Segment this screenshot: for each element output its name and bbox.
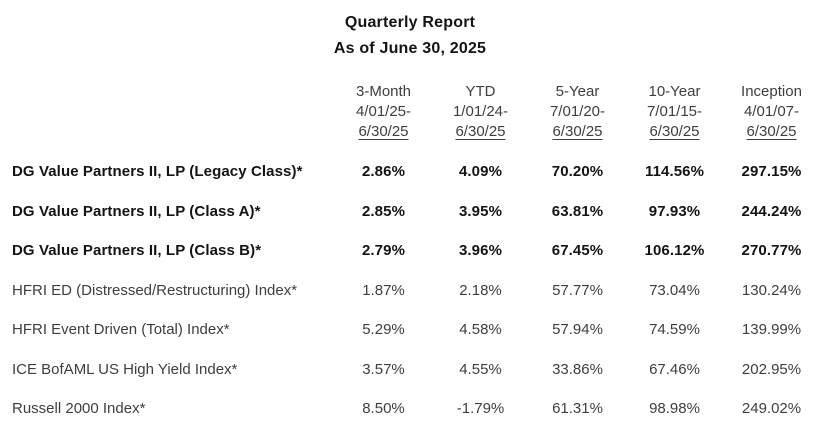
cell-10-year: 98.98% [649, 400, 700, 418]
column-period: 10-Year [648, 83, 701, 100]
cell-3-month: 5.29% [362, 321, 405, 339]
column-header-inception: Inception 4/01/07- 6/30/25 [723, 82, 820, 142]
cell-10-year: 74.59% [649, 321, 700, 339]
cell-10-year: 67.46% [649, 360, 700, 378]
cell-inception: 130.24% [741, 281, 802, 299]
column-header-10-year: 10-Year 7/01/15- 6/30/25 [626, 82, 723, 142]
column-range-end: 6/30/25 [552, 123, 603, 140]
cell-3-month: 2.86% [361, 163, 406, 181]
cell-10-year: 73.04% [649, 281, 700, 299]
row-label: DG Value Partners II, LP (Legacy Class)* [12, 163, 303, 181]
cell-ytd: 4.55% [459, 360, 502, 378]
cell-ytd: 4.09% [458, 163, 503, 181]
column-period: 5-Year [555, 83, 600, 100]
cell-5-year: 67.45% [551, 242, 604, 260]
table-row-hfri-ed-index: HFRI ED (Distressed/Restructuring) Index… [0, 271, 820, 311]
cell-3-month: 1.87% [362, 281, 405, 299]
table-row-dg-class-b: DG Value Partners II, LP (Class B)* 2.79… [0, 231, 820, 271]
column-range-start: 7/01/20- [549, 103, 606, 120]
column-range-end: 6/30/25 [746, 123, 797, 140]
cell-3-month: 8.50% [362, 400, 405, 418]
cell-ytd: -1.79% [456, 400, 505, 418]
cell-10-year: 106.12% [644, 242, 705, 260]
column-range-end: 6/30/25 [649, 123, 700, 140]
cell-5-year: 57.77% [552, 281, 603, 299]
cell-5-year: 70.20% [551, 163, 604, 181]
column-range-start: 1/01/24- [452, 103, 509, 120]
cell-3-month: 2.85% [361, 202, 406, 220]
cell-3-month: 3.57% [362, 360, 405, 378]
cell-ytd: 4.58% [459, 321, 502, 339]
column-period: 3-Month [355, 83, 412, 100]
cell-inception: 249.02% [741, 400, 802, 418]
cell-inception: 270.77% [741, 242, 802, 260]
table-row-dg-class-a: DG Value Partners II, LP (Class A)* 2.85… [0, 192, 820, 232]
cell-5-year: 33.86% [552, 360, 603, 378]
cell-inception: 139.99% [741, 321, 802, 339]
column-range-start: 7/01/15- [646, 103, 703, 120]
table-row-russell-2000-index: Russell 2000 Index* 8.50% -1.79% 61.31% … [0, 389, 820, 429]
cell-5-year: 61.31% [552, 400, 603, 418]
table-body: DG Value Partners II, LP (Legacy Class)*… [0, 152, 820, 429]
table-row-dg-legacy-class: DG Value Partners II, LP (Legacy Class)*… [0, 152, 820, 192]
column-header-ytd: YTD 1/01/24- 6/30/25 [432, 82, 529, 142]
table-header-row: 3-Month 4/01/25- 6/30/25 YTD 1/01/24- 6/… [0, 82, 820, 142]
row-label: Russell 2000 Index* [12, 400, 146, 418]
row-label: HFRI ED (Distressed/Restructuring) Index… [12, 281, 298, 299]
report-title: Quarterly Report [344, 14, 476, 31]
cell-ytd: 3.96% [458, 242, 503, 260]
column-range-end: 6/30/25 [358, 123, 409, 140]
report-header: Quarterly Report As of June 30, 2025 [0, 0, 820, 62]
column-range-start: 4/01/25- [355, 103, 412, 120]
cell-10-year: 97.93% [648, 202, 701, 220]
report-subtitle: As of June 30, 2025 [333, 40, 487, 57]
row-label: DG Value Partners II, LP (Class A)* [12, 202, 261, 220]
cell-ytd: 2.18% [459, 281, 502, 299]
cell-5-year: 63.81% [551, 202, 604, 220]
cell-3-month: 2.79% [361, 242, 406, 260]
column-header-3-month: 3-Month 4/01/25- 6/30/25 [335, 82, 432, 142]
cell-10-year: 114.56% [644, 163, 705, 181]
cell-ytd: 3.95% [458, 202, 503, 220]
cell-inception: 297.15% [741, 163, 802, 181]
cell-5-year: 57.94% [552, 321, 603, 339]
column-range-end: 6/30/25 [455, 123, 506, 140]
column-period: YTD [465, 83, 496, 100]
row-label: DG Value Partners II, LP (Class B)* [12, 242, 262, 260]
cell-inception: 202.95% [741, 360, 802, 378]
column-range-start: 4/01/07- [743, 103, 800, 120]
column-header-5-year: 5-Year 7/01/20- 6/30/25 [529, 82, 626, 142]
cell-inception: 244.24% [741, 202, 802, 220]
table-row-hfri-event-driven-index: HFRI Event Driven (Total) Index* 5.29% 4… [0, 310, 820, 350]
row-label: ICE BofAML US High Yield Index* [12, 360, 238, 378]
row-label: HFRI Event Driven (Total) Index* [12, 321, 230, 339]
column-period: Inception [741, 83, 802, 100]
table-row-ice-bofaml-high-yield-index: ICE BofAML US High Yield Index* 3.57% 4.… [0, 350, 820, 390]
